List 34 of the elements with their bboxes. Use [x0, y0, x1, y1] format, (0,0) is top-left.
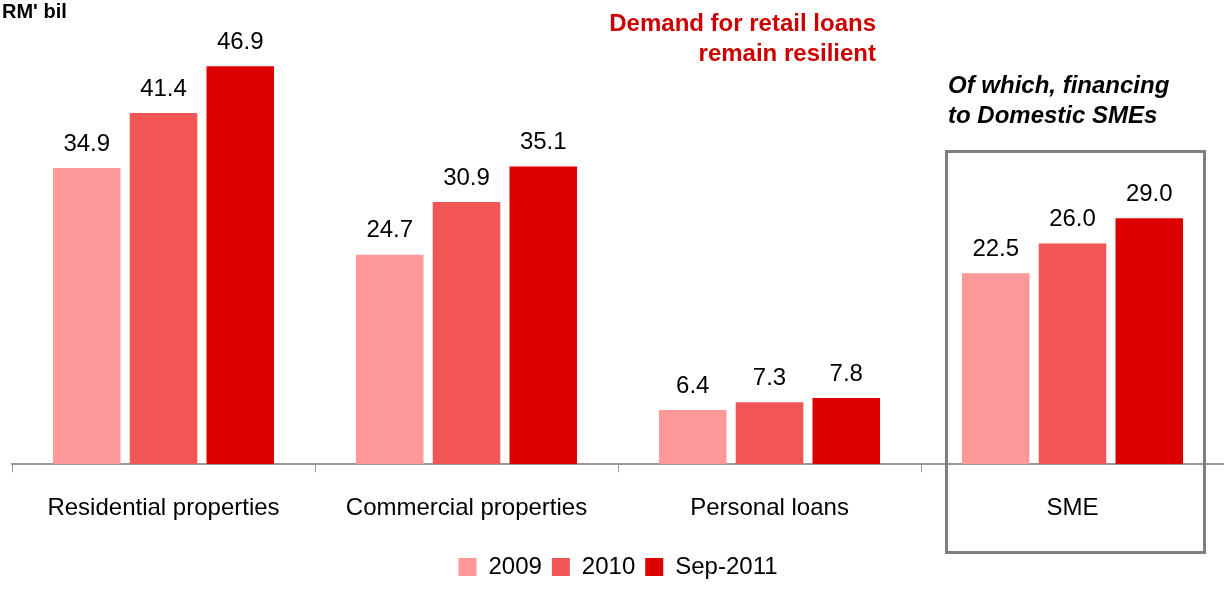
data-label: 26.0	[1049, 204, 1096, 232]
y-axis-title: RM' bil	[2, 0, 67, 23]
legend-label: 2009	[488, 551, 542, 579]
bar	[432, 202, 501, 465]
annotation: Of which, financing to Domestic SMEs	[948, 70, 1171, 130]
data-label: 35.1	[519, 127, 567, 155]
bar	[509, 166, 578, 465]
data-label: 30.9	[443, 162, 490, 190]
bar	[812, 398, 881, 465]
bar	[52, 168, 121, 465]
data-label: 6.4	[676, 370, 710, 398]
data-label: 29.0	[1125, 178, 1173, 206]
data-label: 24.7	[366, 215, 414, 243]
x-tick-label: SME	[1046, 493, 1099, 521]
data-label: 46.9	[216, 26, 264, 54]
legend-label: 2010	[581, 551, 636, 579]
bar	[658, 409, 727, 465]
bar	[961, 273, 1030, 465]
x-tick-label: Commercial properties	[345, 493, 588, 521]
x-tick-label: Personal loans	[690, 493, 849, 521]
bar	[1038, 243, 1107, 465]
bar	[1115, 218, 1184, 465]
data-label: 34.9	[63, 128, 111, 156]
data-label: 41.4	[140, 73, 187, 101]
text: Demand for retail loans remain resilient	[608, 8, 876, 68]
bar	[735, 402, 804, 465]
x-tick-label: Residential properties	[47, 493, 280, 521]
data-label: 7.3	[752, 362, 787, 390]
bar	[206, 66, 275, 465]
bar	[355, 254, 424, 465]
bar	[129, 112, 198, 465]
legend-label: Sep-2011	[675, 551, 778, 579]
data-label: 22.5	[972, 233, 1020, 261]
data-label: 7.8	[829, 358, 863, 386]
